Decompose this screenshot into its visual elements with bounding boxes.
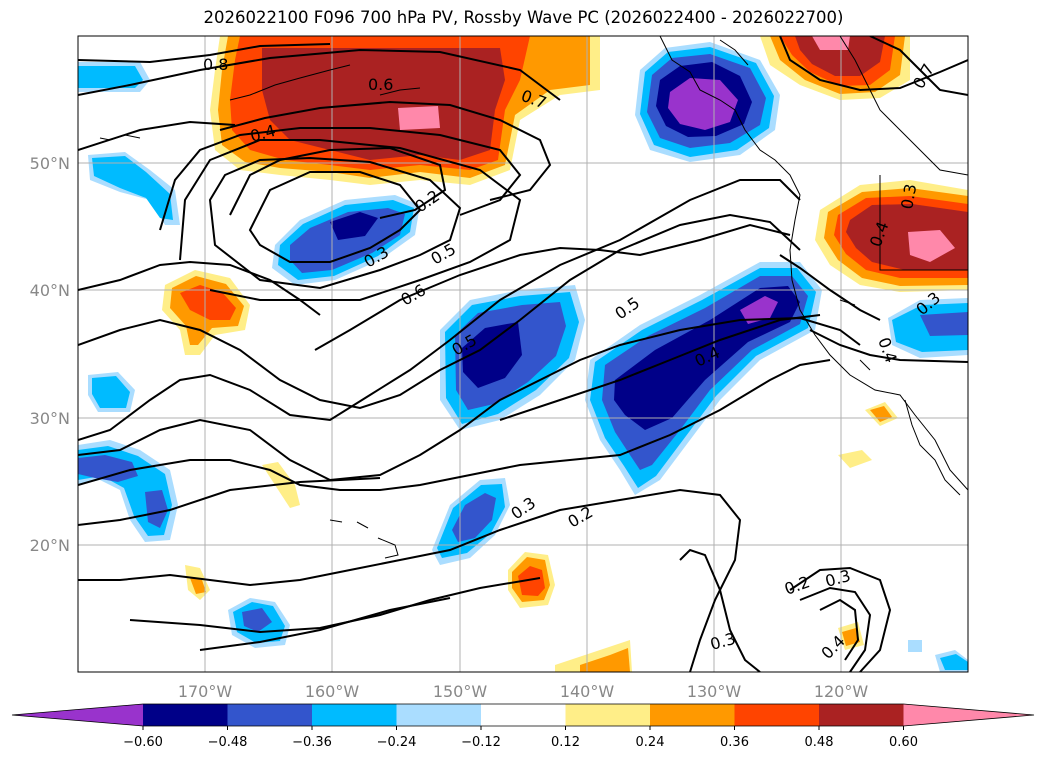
colorbar-tick-label: 0.24 [636,735,665,750]
filled-anomalies [78,36,968,672]
colorbar-tick-label: 0.60 [889,735,918,750]
colorbar-tick-label: −0.60 [123,735,163,750]
contour-label: 0.3 [897,182,920,210]
lat-label-50n: 50°N [30,154,70,173]
lon-label-120w: 120°W [814,682,869,701]
colorbar-segment [227,704,313,726]
contour-label: 0.8 [203,55,228,74]
lat-label-30n: 30°N [30,409,70,428]
colorbar-tick-label: 0.48 [805,735,834,750]
pv-contours [78,36,968,672]
latitude-labels: 50°N 40°N 30°N 20°N [30,154,70,555]
colorbar-extend-min [12,704,143,726]
colorbar-tick-label: −0.12 [461,735,501,750]
colorbar-segment [734,704,820,726]
colorbar-tick-label: −0.36 [292,735,332,750]
lon-label-170w: 170°W [178,682,233,701]
colorbar-extend-max [903,704,1034,726]
lon-label-140w: 140°W [560,682,615,701]
lon-label-130w: 130°W [687,682,742,701]
colorbar-segment [143,704,228,726]
colorbar-tick-label: −0.48 [208,735,248,750]
lat-label-20n: 20°N [30,536,70,555]
colorbar-segment [481,704,566,726]
colorbar-segment [396,704,482,726]
map-frame [77,35,969,673]
colorbar: −0.60 −0.48 −0.36 −0.24 −0.12 0.12 0.24 0.36 0.4… [11,703,1035,750]
graticule [78,36,968,672]
colorbar-segment [650,704,735,726]
colorbar-segment [565,704,651,726]
colorbar-tick-label: 0.12 [551,735,580,750]
colorbar-segment [312,704,397,726]
lon-label-160w: 160°W [305,682,360,701]
lon-label-150w: 150°W [433,682,488,701]
map-title: 2026022100 F096 700 hPa PV, Rossby Wave … [203,8,844,27]
lat-label-40n: 40°N [30,281,70,300]
colorbar-tick-label: −0.24 [377,735,417,750]
contour-label: 0.6 [368,75,393,94]
longitude-labels: 170°W 160°W 150°W 140°W 130°W 120°W [178,682,869,701]
colorbar-tick-label: 0.36 [720,735,749,750]
colorbar-segment [819,704,904,726]
